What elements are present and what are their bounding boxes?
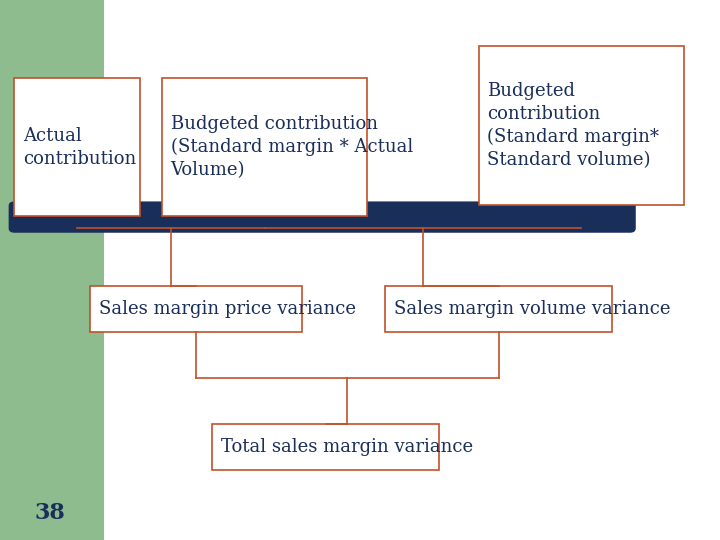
Text: Actual
contribution: Actual contribution: [23, 127, 136, 167]
Text: Sales margin volume variance: Sales margin volume variance: [394, 300, 670, 318]
Bar: [212, 424, 439, 470]
Bar: [90, 286, 302, 332]
Text: Budgeted contribution
(Standard margin * Actual
Volume): Budgeted contribution (Standard margin *…: [171, 115, 413, 179]
Text: Total sales margin variance: Total sales margin variance: [221, 438, 473, 456]
Bar: [0, 0, 104, 540]
Text: Sales margin price variance: Sales margin price variance: [99, 300, 356, 318]
Text: 38: 38: [35, 502, 66, 524]
Bar: [162, 78, 367, 216]
Bar: [479, 46, 684, 205]
Text: Budgeted
contribution
(Standard margin*
Standard volume): Budgeted contribution (Standard margin* …: [487, 82, 660, 169]
Bar: [385, 286, 612, 332]
FancyBboxPatch shape: [9, 201, 636, 233]
Bar: [14, 78, 140, 216]
Bar: [104, 0, 720, 540]
